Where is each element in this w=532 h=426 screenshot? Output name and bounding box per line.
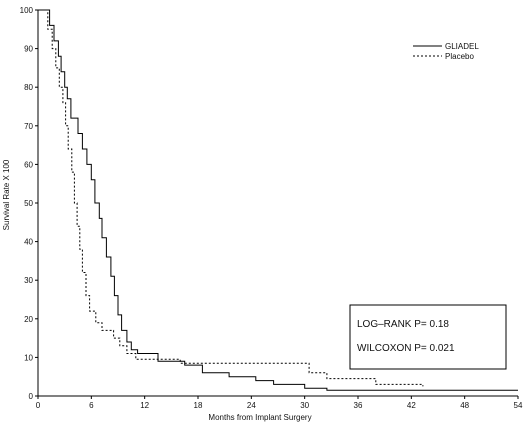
legend: GLIADEL Placebo: [413, 42, 479, 61]
x-axis-label: Months from Implant Surgery: [208, 413, 311, 422]
x-tick-label: 6: [89, 401, 94, 410]
y-tick-label: 20: [24, 315, 33, 324]
x-tick-label: 12: [140, 401, 149, 410]
x-tick-label: 36: [354, 401, 363, 410]
y-tick-label: 40: [24, 238, 33, 247]
x-axis-ticks: 0 6 12 18 24 30 36 42 48 54: [36, 396, 523, 410]
legend-label-placebo: Placebo: [445, 52, 474, 61]
x-tick-label: 18: [194, 401, 203, 410]
y-axis-label: Survival Rate X 100: [2, 159, 11, 230]
stats-box-frame: [349, 304, 507, 370]
log-rank-text: LOG–RANK P= 0.18: [357, 319, 449, 330]
x-tick-label: 0: [36, 401, 41, 410]
x-tick-label: 30: [300, 401, 309, 410]
wilcoxon-text: WILCOXON P= 0.021: [357, 343, 455, 354]
x-tick-label: 42: [407, 401, 416, 410]
y-axis-ticks: 0 10 20 30 40 50 60 70 80 90 100: [20, 6, 38, 401]
series-layer: [38, 9, 518, 391]
y-tick-label: 90: [24, 45, 33, 54]
y-tick-label: 80: [24, 83, 33, 92]
y-tick-label: 60: [24, 160, 33, 169]
x-tick-label: 24: [247, 401, 256, 410]
y-tick-label: 0: [29, 392, 34, 401]
x-tick-label: 54: [514, 401, 523, 410]
y-tick-label: 10: [24, 353, 33, 362]
y-tick-label: 30: [24, 276, 33, 285]
series-line-gliadel: [38, 9, 518, 391]
y-tick-label: 50: [24, 199, 33, 208]
y-tick-label: 100: [20, 6, 34, 15]
x-tick-label: 48: [460, 401, 469, 410]
legend-label-gliadel: GLIADEL: [445, 42, 479, 51]
stats-box: LOG–RANK P= 0.18 WILCOXON P= 0.021: [349, 304, 507, 370]
y-tick-label: 70: [24, 122, 33, 131]
